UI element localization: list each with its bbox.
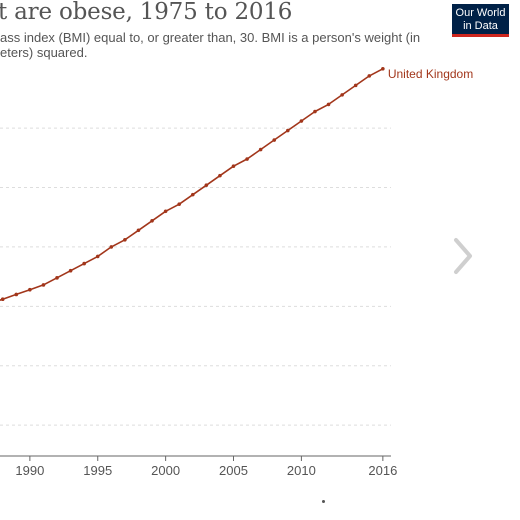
- data-point[interactable]: [177, 202, 182, 206]
- data-point[interactable]: [381, 66, 385, 71]
- series-labels: United Kingdom: [388, 67, 473, 81]
- series-lines: [0, 66, 385, 302]
- data-point[interactable]: [82, 261, 86, 266]
- x-tick-label: 2016: [368, 463, 397, 478]
- data-point[interactable]: [204, 183, 209, 187]
- chevron-right-icon: [454, 238, 472, 274]
- x-tick-label: 2010: [287, 463, 316, 478]
- data-point[interactable]: [272, 138, 277, 142]
- data-point[interactable]: [258, 147, 263, 152]
- data-point[interactable]: [190, 192, 195, 197]
- chart-title: t are obese, 1975 to 2016: [0, 0, 293, 25]
- x-tick-label: 1995: [83, 463, 112, 478]
- data-point[interactable]: [163, 209, 168, 214]
- data-point[interactable]: [109, 245, 114, 249]
- data-point[interactable]: [245, 157, 249, 161]
- next-chart-button[interactable]: [446, 232, 480, 280]
- data-point[interactable]: [68, 268, 73, 273]
- data-point[interactable]: [231, 164, 236, 168]
- data-point[interactable]: [123, 238, 127, 242]
- chart-subtitle: ass index (BMI) equal to, or greater tha…: [0, 30, 421, 60]
- data-point[interactable]: [55, 276, 59, 280]
- data-point[interactable]: [28, 287, 32, 292]
- x-axis: 1990 1995 2000 2005 2010 2016: [0, 455, 397, 478]
- logo-line-1: Our World: [455, 7, 506, 19]
- data-point[interactable]: [150, 219, 154, 223]
- data-point[interactable]: [367, 74, 372, 78]
- data-point[interactable]: [353, 83, 358, 88]
- pager-dot[interactable]: [322, 500, 325, 503]
- data-point[interactable]: [313, 109, 317, 114]
- series-label[interactable]: United Kingdom: [388, 67, 473, 81]
- data-point[interactable]: [326, 102, 331, 107]
- data-point[interactable]: [136, 228, 141, 233]
- data-point[interactable]: [0, 297, 5, 302]
- data-point[interactable]: [340, 93, 344, 97]
- logo-line-2: in Data: [463, 20, 498, 32]
- data-point[interactable]: [299, 119, 304, 123]
- data-point[interactable]: [95, 254, 100, 259]
- x-tick-label: 2005: [219, 463, 248, 478]
- data-point[interactable]: [218, 173, 222, 178]
- data-point[interactable]: [14, 292, 19, 297]
- x-tick-label: 2000: [151, 463, 180, 478]
- data-point[interactable]: [286, 128, 290, 133]
- data-point[interactable]: [41, 283, 46, 287]
- owid-logo[interactable]: Our World in Data: [452, 4, 509, 37]
- gridlines: [0, 127, 391, 426]
- series-line: [0, 68, 384, 302]
- x-tick-label: 1990: [15, 463, 44, 478]
